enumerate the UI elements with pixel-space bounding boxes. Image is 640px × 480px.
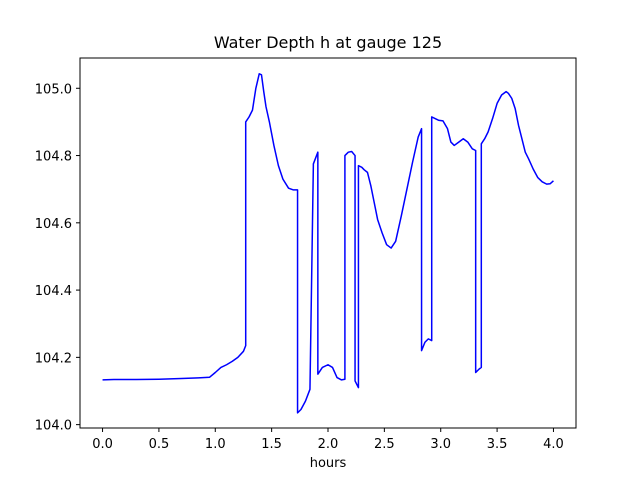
y-tick-label: 104.6	[35, 217, 72, 232]
y-tick-label: 104.0	[35, 419, 72, 434]
x-tick-label: 3.5	[487, 437, 508, 452]
y-tick-label: 104.4	[35, 284, 72, 299]
y-tick-label: 105.0	[35, 82, 72, 97]
x-tick-label: 1.0	[205, 437, 226, 452]
x-tick-label: 0.5	[149, 437, 170, 452]
x-tick-label: 1.5	[261, 437, 282, 452]
x-tick-label: 3.0	[430, 437, 451, 452]
x-tick-label: 2.5	[374, 437, 395, 452]
plot-series	[102, 73, 554, 414]
plot-frame	[79, 57, 577, 429]
x-axis: 0.0 0.5 1.0 1.5 2.0 2.5 3.0 3.5 4.0	[92, 428, 564, 452]
chart-title: Water Depth h at gauge 125	[214, 33, 442, 52]
x-tick-label: 0.0	[92, 437, 113, 452]
x-axis-label: hours	[310, 456, 347, 471]
y-tick-label: 104.2	[35, 351, 72, 366]
y-tick-label: 104.8	[35, 150, 72, 165]
y-axis: 104.0 104.2 104.4 104.6 104.8 105.0	[35, 82, 80, 434]
x-tick-label: 2.0	[318, 437, 339, 452]
series-line-0	[102, 73, 554, 414]
x-tick-label: 4.0	[543, 437, 564, 452]
